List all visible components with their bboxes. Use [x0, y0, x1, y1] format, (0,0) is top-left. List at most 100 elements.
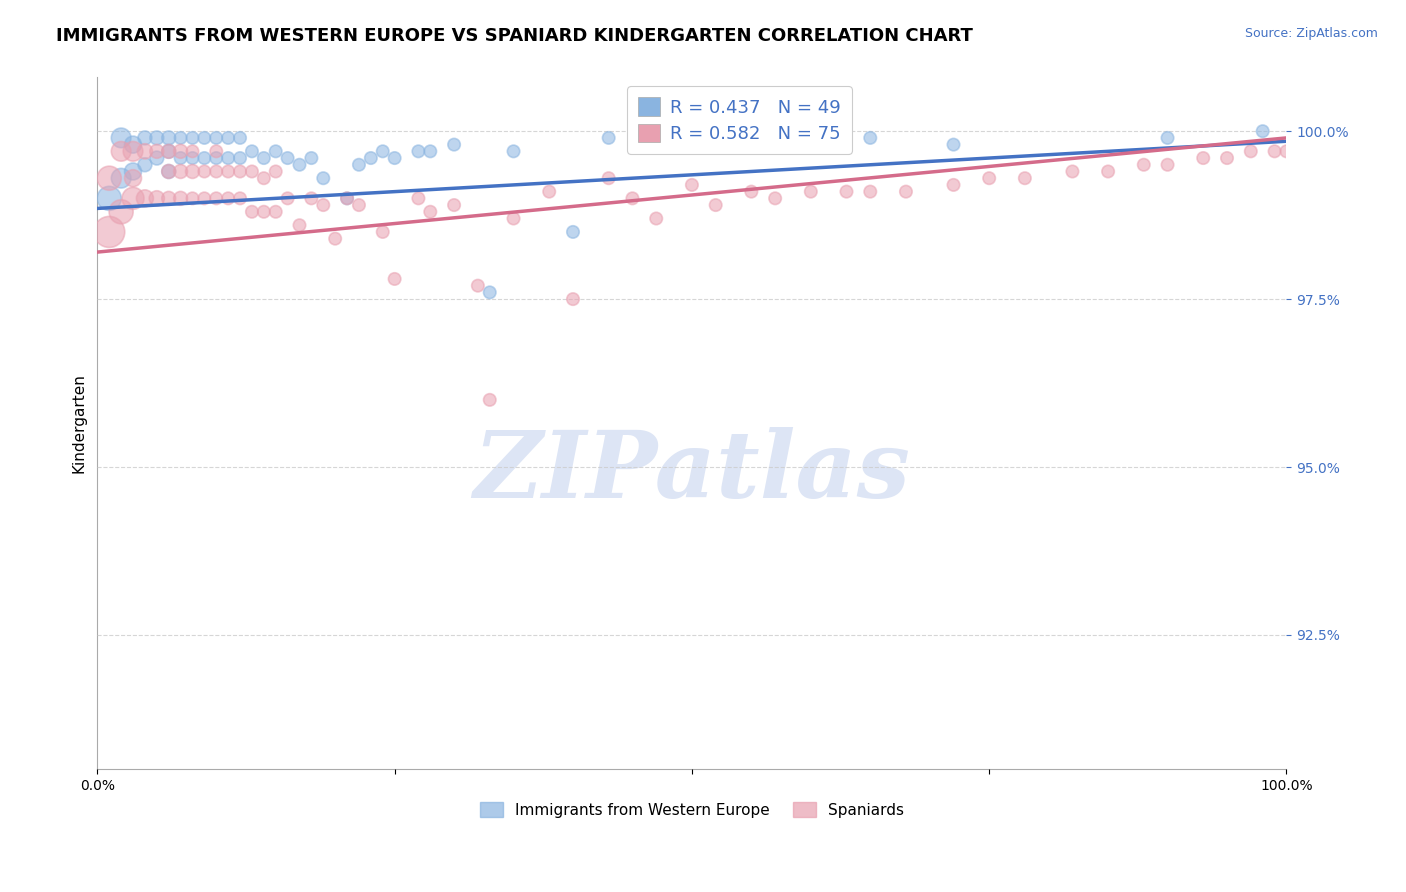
Point	[942, 178, 965, 192]
Point	[217, 164, 239, 178]
Point	[1014, 171, 1036, 186]
Point	[538, 185, 561, 199]
Point	[229, 164, 252, 178]
Point	[110, 171, 132, 186]
Point	[1097, 164, 1119, 178]
Legend: Immigrants from Western Europe, Spaniards: Immigrants from Western Europe, Spaniard…	[474, 796, 910, 824]
Point	[979, 171, 1001, 186]
Point	[98, 225, 121, 239]
Point	[740, 185, 762, 199]
Point	[229, 191, 252, 205]
Point	[1062, 164, 1084, 178]
Point	[122, 145, 145, 159]
Point	[740, 137, 762, 152]
Point	[193, 151, 215, 165]
Point	[98, 191, 121, 205]
Point	[193, 191, 215, 205]
Point	[205, 145, 228, 159]
Point	[240, 204, 263, 219]
Point	[478, 392, 501, 407]
Point	[288, 158, 311, 172]
Point	[384, 151, 406, 165]
Point	[1275, 145, 1298, 159]
Point	[347, 158, 370, 172]
Point	[419, 204, 441, 219]
Point	[467, 278, 489, 293]
Point	[134, 145, 156, 159]
Point	[122, 191, 145, 205]
Point	[217, 151, 239, 165]
Point	[371, 145, 394, 159]
Point	[205, 151, 228, 165]
Point	[336, 191, 359, 205]
Point	[1132, 158, 1154, 172]
Point	[1216, 151, 1239, 165]
Point	[157, 145, 180, 159]
Point	[169, 151, 191, 165]
Point	[169, 131, 191, 145]
Point	[336, 191, 359, 205]
Point	[443, 137, 465, 152]
Point	[859, 185, 882, 199]
Point	[264, 145, 287, 159]
Point	[1251, 124, 1274, 138]
Point	[169, 164, 191, 178]
Point	[598, 171, 620, 186]
Point	[835, 185, 858, 199]
Y-axis label: Kindergarten: Kindergarten	[72, 374, 86, 474]
Point	[229, 131, 252, 145]
Point	[157, 164, 180, 178]
Point	[277, 191, 299, 205]
Text: Source: ZipAtlas.com: Source: ZipAtlas.com	[1244, 27, 1378, 40]
Point	[312, 198, 335, 212]
Point	[217, 191, 239, 205]
Point	[193, 131, 215, 145]
Point	[217, 131, 239, 145]
Point	[169, 145, 191, 159]
Point	[299, 191, 322, 205]
Point	[264, 204, 287, 219]
Point	[942, 137, 965, 152]
Point	[288, 218, 311, 232]
Point	[323, 232, 346, 246]
Point	[1192, 151, 1215, 165]
Point	[1264, 145, 1286, 159]
Point	[169, 191, 191, 205]
Point	[146, 151, 169, 165]
Point	[408, 191, 430, 205]
Point	[181, 151, 204, 165]
Point	[443, 198, 465, 212]
Point	[253, 171, 276, 186]
Point	[347, 198, 370, 212]
Point	[146, 145, 169, 159]
Point	[205, 131, 228, 145]
Text: IMMIGRANTS FROM WESTERN EUROPE VS SPANIARD KINDERGARTEN CORRELATION CHART: IMMIGRANTS FROM WESTERN EUROPE VS SPANIA…	[56, 27, 973, 45]
Point	[98, 171, 121, 186]
Point	[253, 151, 276, 165]
Point	[478, 285, 501, 300]
Point	[384, 272, 406, 286]
Point	[1240, 145, 1263, 159]
Point	[562, 225, 585, 239]
Point	[229, 151, 252, 165]
Point	[157, 145, 180, 159]
Point	[205, 164, 228, 178]
Point	[253, 204, 276, 219]
Point	[312, 171, 335, 186]
Point	[157, 164, 180, 178]
Point	[598, 131, 620, 145]
Point	[240, 145, 263, 159]
Point	[110, 204, 132, 219]
Point	[621, 191, 644, 205]
Point	[181, 131, 204, 145]
Point	[134, 131, 156, 145]
Point	[134, 158, 156, 172]
Point	[645, 211, 668, 226]
Point	[419, 145, 441, 159]
Point	[502, 145, 524, 159]
Point	[562, 292, 585, 306]
Point	[205, 191, 228, 205]
Point	[859, 131, 882, 145]
Point	[157, 131, 180, 145]
Point	[181, 145, 204, 159]
